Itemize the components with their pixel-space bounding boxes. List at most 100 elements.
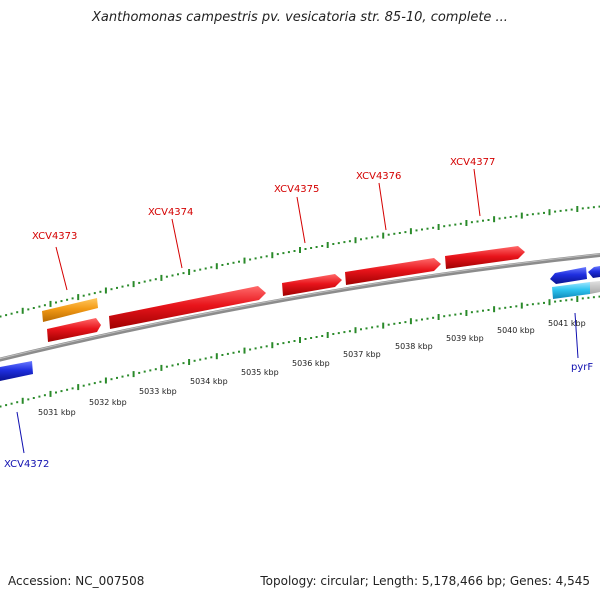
minor-tick	[393, 322, 396, 325]
leader-XCV4374	[171, 218, 183, 269]
minor-tick	[55, 391, 57, 394]
minor-tick	[27, 308, 30, 311]
major-tick	[271, 342, 274, 349]
minor-tick	[88, 293, 91, 296]
major-tick	[437, 224, 440, 230]
major-tick	[188, 359, 191, 365]
gene-XCV4376-arrow[interactable]	[345, 258, 441, 285]
minor-tick	[448, 314, 451, 317]
minor-tick	[315, 246, 318, 248]
minor-tick	[199, 268, 202, 271]
minor-tick	[509, 216, 512, 218]
leader-pyrF	[574, 312, 579, 359]
minor-tick	[365, 237, 368, 240]
label-XCV4377[interactable]: XCV4377	[450, 157, 495, 168]
minor-tick	[554, 300, 557, 303]
gene-right-edge-blue-arrow[interactable]	[588, 266, 600, 278]
leader-XCV4373	[55, 246, 68, 291]
gene-right-edge-gray-feature[interactable]	[590, 281, 600, 294]
scale-tick-label: 5034 kbp	[190, 377, 228, 386]
minor-tick	[504, 306, 507, 309]
minor-tick	[165, 275, 168, 278]
minor-tick	[321, 245, 324, 247]
label-XCV4373[interactable]: XCV4373	[32, 231, 77, 242]
minor-tick	[38, 395, 41, 398]
minor-tick	[60, 300, 63, 303]
major-tick	[520, 212, 523, 219]
scale-tick-label: 5032 kbp	[89, 398, 127, 407]
major-tick	[493, 306, 496, 313]
gene-XCV4375-arrow[interactable]	[282, 274, 342, 296]
minor-tick	[221, 354, 224, 356]
leader-XCV4375	[296, 196, 306, 244]
minor-tick	[570, 208, 573, 211]
major-tick	[437, 314, 440, 320]
minor-tick	[592, 206, 595, 209]
minor-tick	[66, 388, 69, 391]
label-XCV4375[interactable]: XCV4375	[274, 184, 319, 195]
minor-tick	[393, 232, 396, 235]
major-tick	[409, 318, 412, 325]
minor-tick	[254, 347, 257, 350]
minor-tick	[182, 362, 185, 365]
minor-tick	[121, 375, 124, 378]
label-pyrF[interactable]: pyrF	[571, 362, 593, 373]
minor-tick	[421, 318, 423, 321]
gene-XCV4374-arrow[interactable]	[109, 286, 266, 329]
major-tick	[215, 353, 218, 360]
major-tick	[132, 281, 135, 288]
minor-tick	[415, 229, 418, 232]
gene-XCV4372-arrow[interactable]	[0, 361, 33, 381]
minor-tick	[404, 231, 407, 234]
label-XCV4374[interactable]: XCV4374	[148, 207, 193, 218]
major-tick	[104, 287, 107, 294]
scale-tick-label: 5036 kbp	[292, 359, 330, 368]
minor-tick	[82, 294, 85, 297]
minor-tick	[321, 335, 324, 337]
accession-text: Accession: NC_007508	[8, 574, 145, 588]
minor-tick	[60, 390, 63, 393]
minor-tick	[149, 279, 152, 282]
gene-XCV4373-orange-feature[interactable]	[42, 298, 98, 322]
minor-tick	[343, 331, 346, 334]
minor-tick	[204, 267, 207, 270]
gene-XCV4377-arrow[interactable]	[445, 246, 525, 269]
minor-tick	[93, 292, 96, 295]
minor-tick	[426, 317, 429, 320]
minor-tick	[543, 301, 545, 304]
major-tick	[160, 274, 163, 281]
minor-tick	[504, 216, 507, 219]
minor-tick	[260, 346, 263, 349]
minor-tick	[32, 307, 35, 309]
major-tick	[326, 242, 329, 248]
minor-tick	[282, 252, 285, 255]
major-tick	[548, 299, 551, 306]
minor-tick	[360, 238, 362, 241]
minor-tick	[127, 284, 130, 287]
gene-pyrF-arrow[interactable]	[550, 267, 587, 284]
minor-tick	[171, 274, 174, 277]
major-tick	[548, 209, 551, 216]
minor-tick	[565, 209, 568, 212]
minor-tick	[116, 376, 118, 379]
major-tick	[465, 310, 468, 316]
minor-tick	[221, 264, 224, 266]
minor-tick	[93, 382, 96, 385]
minor-tick	[559, 299, 562, 302]
minor-tick	[476, 310, 479, 313]
gene-XCV4373-arrow[interactable]	[47, 318, 101, 342]
major-tick	[243, 347, 246, 354]
minor-tick	[5, 404, 8, 407]
major-tick	[409, 228, 412, 235]
minor-tick	[526, 213, 529, 216]
gene-pyrF-cyan-feature[interactable]	[552, 282, 590, 299]
minor-tick	[238, 350, 240, 353]
minor-tick	[43, 394, 46, 397]
minor-tick	[138, 281, 141, 284]
label-XCV4376[interactable]: XCV4376	[356, 171, 401, 182]
major-tick	[104, 377, 107, 384]
minor-tick	[0, 315, 2, 318]
minor-tick	[204, 357, 207, 360]
label-XCV4372[interactable]: XCV4372	[4, 459, 49, 470]
scale-tick-label: 5039 kbp	[446, 334, 484, 343]
